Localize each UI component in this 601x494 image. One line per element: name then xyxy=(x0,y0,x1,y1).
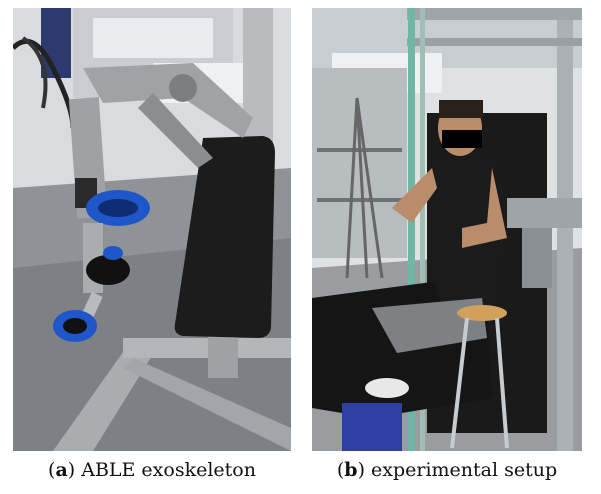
caption-b: (b) experimental setup xyxy=(336,459,558,481)
experimental-setup-photo xyxy=(312,8,582,451)
panel-b-photo xyxy=(312,8,582,451)
caption-a-letter: a xyxy=(55,459,68,481)
caption-a: (a) ABLE exoskeleton xyxy=(48,459,256,481)
caption-a-text: ABLE exoskeleton xyxy=(81,459,256,481)
caption-b-text: experimental setup xyxy=(371,459,558,481)
caption-b-letter: b xyxy=(344,459,358,481)
panel-a-photo xyxy=(13,8,291,451)
face-redaction xyxy=(442,130,482,148)
exoskeleton-photo xyxy=(13,8,291,451)
